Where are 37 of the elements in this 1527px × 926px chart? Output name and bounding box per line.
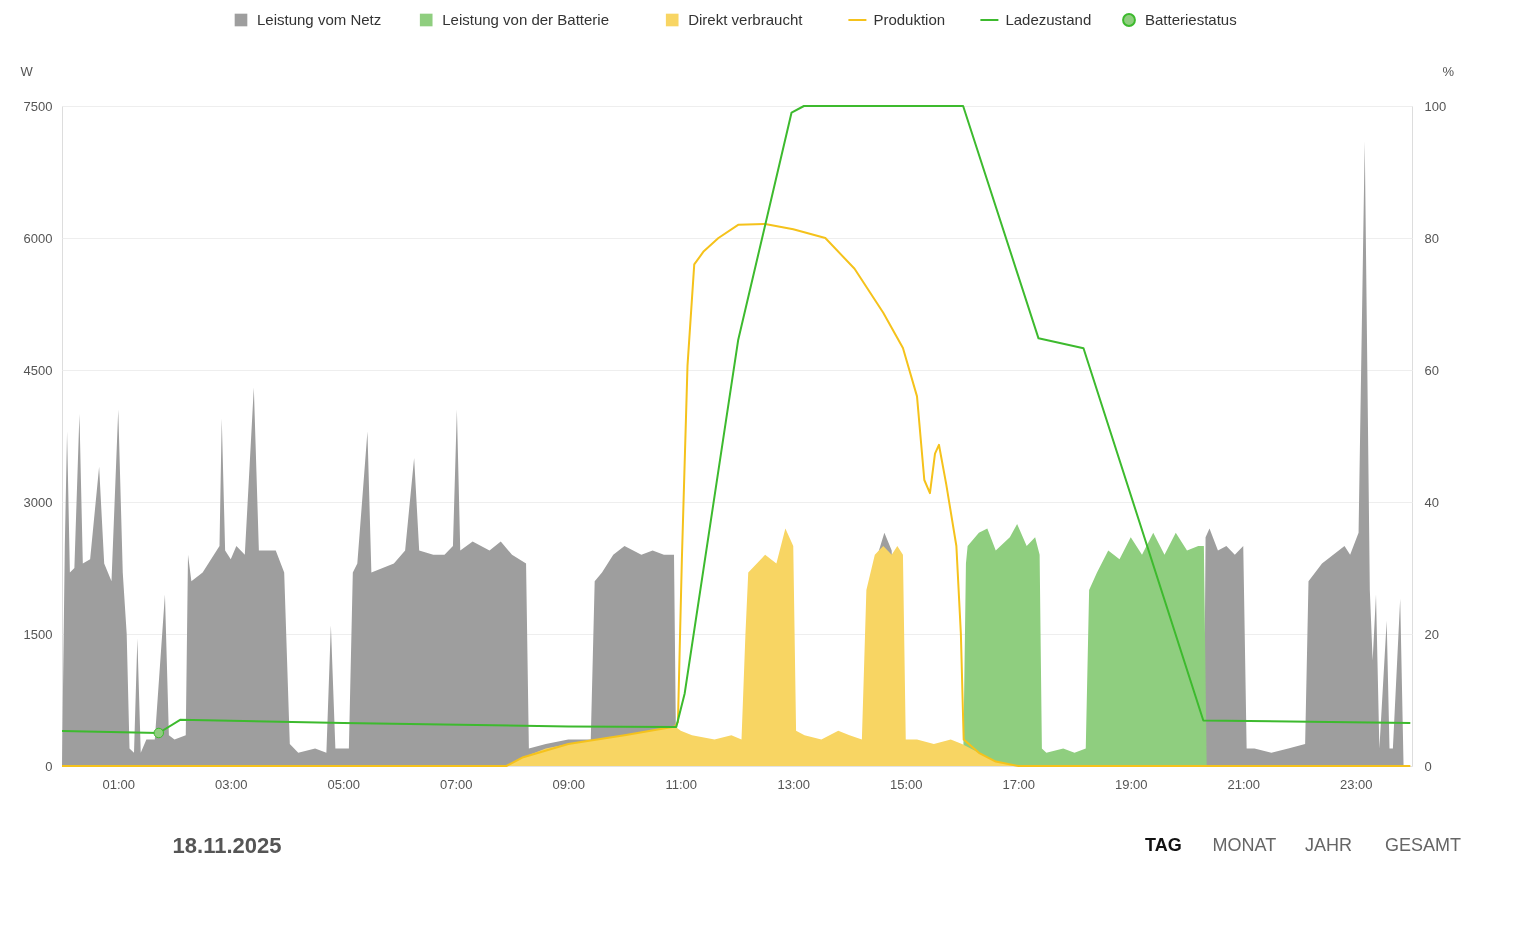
x-tick-label: 03:00 (214, 776, 248, 792)
x-tick-label: 11:00 (665, 776, 698, 792)
y-tick-label: 0 (45, 758, 53, 774)
legend-label: Ladezustand (1005, 11, 1092, 28)
x-tick-label: 17:00 (1002, 776, 1036, 792)
y-tick-label: 1500 (23, 626, 53, 642)
text: TAG (1145, 835, 1182, 855)
y2-tick-label: 60 (1424, 362, 1439, 378)
x-tick-label: 07:00 (439, 776, 473, 792)
text: JAHR (1305, 835, 1353, 855)
y2-tick-label: 20 (1424, 626, 1439, 642)
text: GESAMT (1385, 835, 1462, 855)
y2-tick-label: 0 (1424, 758, 1432, 774)
legend-label: Direkt verbraucht (688, 11, 804, 28)
x-tick-label: 05:00 (327, 776, 361, 792)
y-tick-label: 6000 (23, 230, 53, 246)
x-tick-label: 09:00 (552, 776, 586, 792)
legend-label: Produktion (873, 11, 946, 28)
legend-label: Leistung von der Batterie (442, 11, 609, 28)
y-tick-label: 7500 (23, 98, 53, 114)
x-tick-label: 19:00 (1114, 776, 1148, 792)
legend-label: Batteriestatus (1145, 11, 1237, 28)
y2-tick-label: 100 (1424, 98, 1447, 114)
x-tick-label: 23:00 (1339, 776, 1373, 792)
legend-label: Leistung vom Netz (257, 11, 382, 28)
y-tick-label: 3000 (23, 494, 53, 510)
text: 18.11.2025 (172, 833, 282, 858)
y-axis-title: W (20, 63, 34, 79)
y2-axis-title: % (1442, 63, 1455, 79)
y2-tick-label: 80 (1424, 230, 1439, 246)
y2-tick-label: 40 (1424, 494, 1439, 510)
y-tick-label: 4500 (23, 362, 53, 378)
x-tick-label: 21:00 (1227, 776, 1261, 792)
x-tick-label: 15:00 (889, 776, 923, 792)
text: MONAT (1212, 835, 1277, 855)
x-tick-label: 13:00 (777, 776, 811, 792)
x-tick-label: 01:00 (102, 776, 136, 792)
